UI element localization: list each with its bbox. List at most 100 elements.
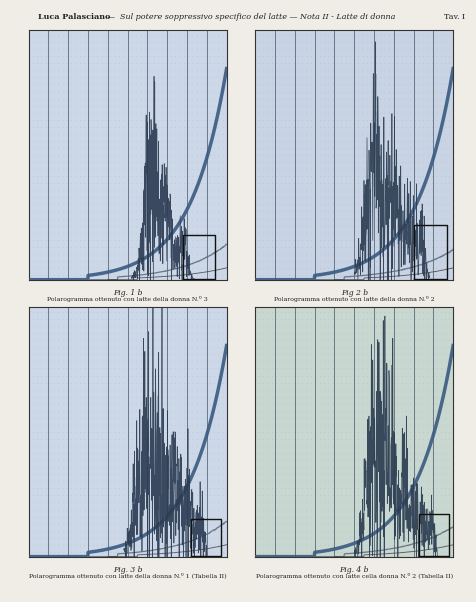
Point xyxy=(332,350,340,359)
Point xyxy=(414,491,422,500)
Point xyxy=(119,406,127,415)
Point xyxy=(324,129,331,138)
Point xyxy=(289,228,297,237)
Point xyxy=(272,540,280,550)
Point xyxy=(167,129,174,138)
Point xyxy=(141,136,149,146)
Point xyxy=(192,385,200,394)
Point xyxy=(102,193,109,202)
Point xyxy=(337,200,344,209)
Point xyxy=(188,498,196,507)
Point xyxy=(349,94,357,104)
Point xyxy=(277,101,284,110)
Point xyxy=(263,356,271,366)
Point xyxy=(72,270,79,280)
Point xyxy=(349,470,357,479)
Point xyxy=(128,434,136,444)
Point xyxy=(76,193,84,202)
Point xyxy=(218,164,226,174)
Point xyxy=(175,483,183,493)
Point xyxy=(337,256,344,265)
Point xyxy=(268,377,275,387)
Point xyxy=(115,249,122,259)
Point xyxy=(376,512,383,521)
Point xyxy=(432,164,439,174)
Point xyxy=(167,256,174,265)
Point xyxy=(349,235,357,244)
Point xyxy=(41,477,49,486)
Point xyxy=(298,547,306,557)
Point xyxy=(358,249,366,259)
Point xyxy=(307,406,314,415)
Point xyxy=(302,540,310,550)
Point xyxy=(440,314,448,324)
Point xyxy=(440,427,448,437)
Point xyxy=(214,526,222,536)
Point xyxy=(255,185,262,195)
Point xyxy=(384,498,392,507)
Point xyxy=(380,512,387,521)
Point xyxy=(115,37,122,47)
Point xyxy=(128,498,136,507)
Point xyxy=(59,37,67,47)
Point xyxy=(55,321,62,331)
Point xyxy=(294,270,301,280)
Point xyxy=(29,483,36,493)
Point xyxy=(354,307,362,317)
Point xyxy=(255,206,262,216)
Point xyxy=(358,491,366,500)
Point xyxy=(128,129,136,138)
Point xyxy=(162,51,170,61)
Point xyxy=(358,470,366,479)
Point xyxy=(158,37,166,47)
Point xyxy=(345,491,353,500)
Point xyxy=(401,66,409,75)
Point xyxy=(179,206,187,216)
Point xyxy=(277,434,284,444)
Point xyxy=(123,30,131,40)
Point xyxy=(445,377,452,387)
Point xyxy=(46,498,54,507)
Point xyxy=(259,321,267,331)
Point xyxy=(298,392,306,402)
Point xyxy=(341,221,348,231)
Point xyxy=(388,249,396,259)
Point xyxy=(59,420,67,430)
Point xyxy=(388,533,396,542)
Point xyxy=(210,200,218,209)
Point xyxy=(337,94,344,104)
Point xyxy=(29,343,36,352)
Point xyxy=(72,519,79,529)
Point xyxy=(423,164,430,174)
Point xyxy=(206,172,213,181)
Point xyxy=(93,87,101,96)
Point xyxy=(376,263,383,273)
Point xyxy=(162,470,170,479)
Point xyxy=(263,37,271,47)
Point xyxy=(128,307,136,317)
Point xyxy=(132,364,140,373)
Point xyxy=(141,350,149,359)
Point xyxy=(137,101,144,110)
Point xyxy=(418,519,426,529)
Point xyxy=(171,115,178,125)
Point xyxy=(59,228,67,237)
Point xyxy=(201,526,208,536)
Point xyxy=(349,178,357,188)
Point xyxy=(440,512,448,521)
Point xyxy=(332,136,340,146)
Point xyxy=(328,270,336,280)
Point xyxy=(328,547,336,557)
Point xyxy=(72,115,79,125)
Point xyxy=(154,335,161,345)
Point xyxy=(46,263,54,273)
Point xyxy=(137,108,144,117)
Point xyxy=(268,307,275,317)
Point xyxy=(158,491,166,500)
Point xyxy=(380,399,387,409)
Point xyxy=(76,249,84,259)
Point xyxy=(184,263,191,273)
Point xyxy=(332,185,340,195)
Point xyxy=(63,58,71,68)
Point xyxy=(132,58,140,68)
